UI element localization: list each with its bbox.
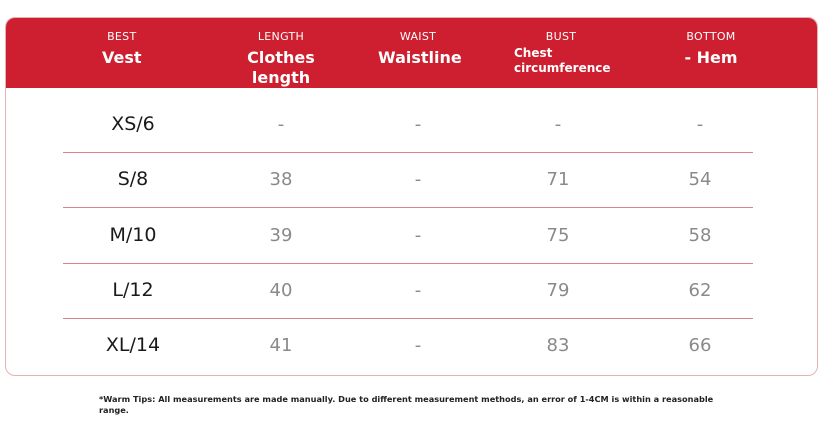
header-bust-label: Chest circumference [514,46,611,75]
waist-cell: - [414,114,422,135]
length-cell: - [277,114,285,135]
size-chart-card: BEST Vest LENGTH Clothes length WAIST Wa… [5,17,818,376]
table-header: BEST Vest LENGTH Clothes length WAIST Wa… [6,18,817,88]
header-bust-en: BUST [545,30,577,43]
bust-cell: 75 [546,225,570,246]
table-row: L/12 40 - 79 62 [63,263,753,319]
size-cell: S/8 [117,168,149,190]
table-row: XS/6 - - - - [63,97,753,153]
bust-cell: 71 [546,169,570,190]
header-vest-en: BEST [107,30,137,43]
waist-cell: - [414,280,422,301]
bottom-cell: 62 [688,280,712,301]
header-bottom: BOTTOM - Hem [671,30,751,68]
waist-cell: - [414,335,422,356]
size-cell: XS/6 [111,113,155,135]
table-row: M/10 39 - 75 58 [63,208,753,264]
bottom-cell: 58 [688,225,712,246]
header-vest-label: Vest [102,48,142,67]
length-cell: 41 [269,335,293,356]
header-bust: BUST Chest circumference [514,30,624,76]
length-cell: 40 [269,280,293,301]
header-length-label: Clothes length [247,48,315,87]
bust-cell: - [554,114,562,135]
header-bottom-en: BOTTOM [686,30,736,43]
header-waist-en: WAIST [399,30,437,43]
table-row: XL/14 41 - 83 66 [63,318,753,373]
table-row: S/8 38 - 71 54 [63,152,753,208]
header-waist-label: Waistline [378,48,462,67]
size-cell: L/12 [112,279,154,301]
bottom-cell: - [696,114,704,135]
header-length: LENGTH Clothes length [216,30,346,88]
header-bottom-label: - Hem [684,48,738,67]
warm-tips-note: *Warm Tips: All measurements are made ma… [99,394,714,415]
length-cell: 39 [269,225,293,246]
waist-cell: - [414,225,422,246]
size-cell: M/10 [109,224,157,246]
length-cell: 38 [269,169,293,190]
bottom-cell: 54 [688,169,712,190]
header-waist: WAIST Waistline [378,30,462,68]
bust-cell: 79 [546,280,570,301]
bust-cell: 83 [546,335,570,356]
header-vest: BEST Vest [102,30,142,68]
header-length-en: LENGTH [257,30,305,43]
bottom-cell: 66 [688,335,712,356]
waist-cell: - [414,169,422,190]
size-cell: XL/14 [105,334,161,356]
